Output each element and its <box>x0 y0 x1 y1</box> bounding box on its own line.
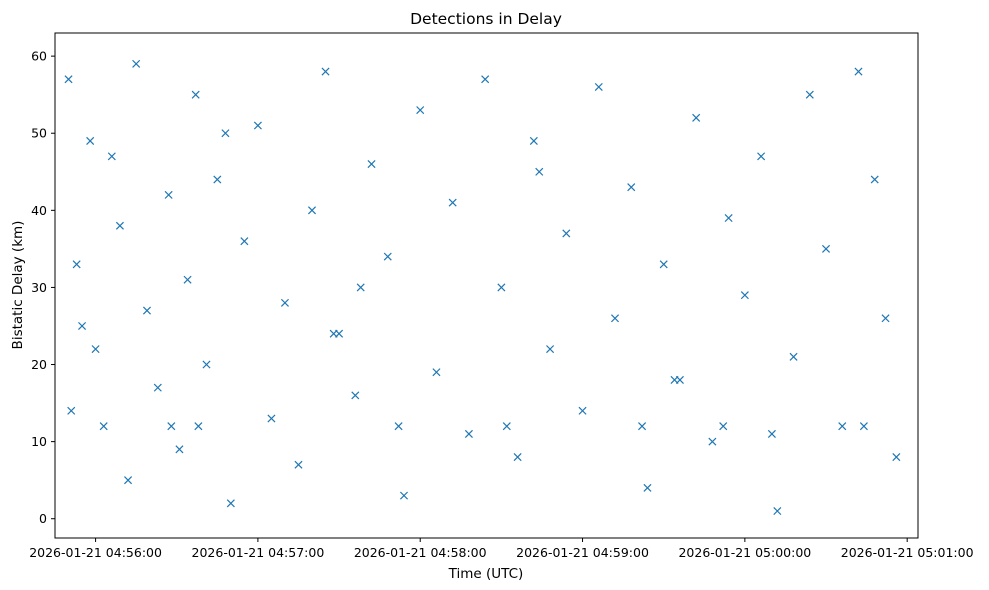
data-point <box>202 360 211 369</box>
data-point <box>767 429 776 438</box>
plot-frame <box>54 32 919 539</box>
data-point <box>253 121 262 130</box>
data-point <box>142 306 152 315</box>
data-point <box>859 422 868 431</box>
data-point <box>115 221 124 230</box>
data-point <box>67 406 76 415</box>
data-point <box>773 506 782 516</box>
data-point <box>183 275 192 284</box>
y-tick-label: 30 <box>31 280 47 295</box>
data-point <box>329 329 338 338</box>
data-point <box>267 414 276 423</box>
data-point <box>416 106 425 115</box>
data-point <box>643 483 652 492</box>
data-point <box>724 214 733 223</box>
y-axis-label: Bistatic Delay (km) <box>10 221 26 350</box>
data-point <box>448 198 457 207</box>
data-point <box>432 368 441 377</box>
data-point <box>870 175 879 184</box>
data-point <box>153 383 162 392</box>
data-point <box>351 391 360 400</box>
data-point <box>838 422 847 431</box>
x-tick-label: 2026-01-21 04:58:00 <box>354 545 487 560</box>
data-point <box>502 422 511 431</box>
data-point <box>719 422 728 431</box>
data-point <box>394 422 403 431</box>
data-point <box>86 136 95 145</box>
data-point <box>513 453 522 462</box>
data-point <box>307 206 317 215</box>
data-point <box>72 260 81 269</box>
y-tick-label: 0 <box>39 511 47 526</box>
data-point <box>464 429 473 438</box>
data-point <box>99 422 108 431</box>
data-point <box>221 129 230 138</box>
data-point <box>892 453 901 462</box>
data-point <box>78 321 87 331</box>
data-point <box>481 75 490 84</box>
x-tick-label: 2026-01-21 05:00:00 <box>678 545 811 560</box>
data-point <box>659 260 668 269</box>
data-point <box>226 499 235 508</box>
data-point <box>740 291 749 300</box>
data-point <box>175 445 184 454</box>
x-axis-ticks: 2026-01-21 04:56:00 2026-01-21 04:57:00 20… <box>29 538 974 560</box>
data-point <box>594 82 603 91</box>
x-tick-label: 2026-01-21 04:59:00 <box>516 545 649 560</box>
data-point <box>367 160 376 169</box>
data-point <box>535 167 544 176</box>
data-point <box>91 345 100 354</box>
data-point <box>107 152 116 161</box>
data-point <box>805 90 814 99</box>
data-point <box>670 375 679 384</box>
data-point <box>529 136 538 145</box>
data-point <box>213 175 222 184</box>
data-point <box>194 422 203 431</box>
data-point <box>167 422 176 431</box>
data-point <box>321 67 330 76</box>
data-point <box>240 237 249 246</box>
data-point <box>280 298 289 307</box>
data-point <box>854 67 863 76</box>
data-point <box>191 90 200 99</box>
y-tick-label: 40 <box>31 203 47 218</box>
y-tick-label: 60 <box>31 49 47 64</box>
y-axis-ticks: 0 10 20 30 40 50 60 <box>31 49 55 526</box>
data-point <box>627 183 636 192</box>
data-point <box>692 113 701 122</box>
data-point <box>383 252 392 261</box>
data-point <box>497 283 506 292</box>
chart-title: Detections in Delay <box>410 10 562 28</box>
data-point <box>294 460 303 469</box>
y-tick-label: 10 <box>31 434 47 449</box>
data-point <box>578 406 587 415</box>
y-tick-label: 20 <box>31 357 47 372</box>
x-tick-label: 2026-01-21 05:01:00 <box>841 545 974 560</box>
data-point <box>64 75 73 84</box>
data-point <box>164 190 173 199</box>
data-point <box>610 314 620 323</box>
x-tick-label: 2026-01-21 04:57:00 <box>192 545 325 560</box>
data-point <box>124 476 133 485</box>
x-axis-label: Time (UTC) <box>448 566 524 582</box>
data-point <box>638 422 647 431</box>
data-point <box>821 244 831 253</box>
y-tick-label: 50 <box>31 126 47 141</box>
data-point <box>356 283 365 292</box>
x-tick-label: 2026-01-21 04:56:00 <box>29 545 162 560</box>
data-point <box>546 345 555 354</box>
data-point <box>789 352 798 361</box>
data-points <box>64 59 901 516</box>
data-point <box>881 314 890 323</box>
data-point <box>757 152 766 161</box>
data-point <box>708 437 717 446</box>
data-point <box>562 229 571 238</box>
data-point <box>399 491 409 500</box>
data-point <box>132 59 141 68</box>
